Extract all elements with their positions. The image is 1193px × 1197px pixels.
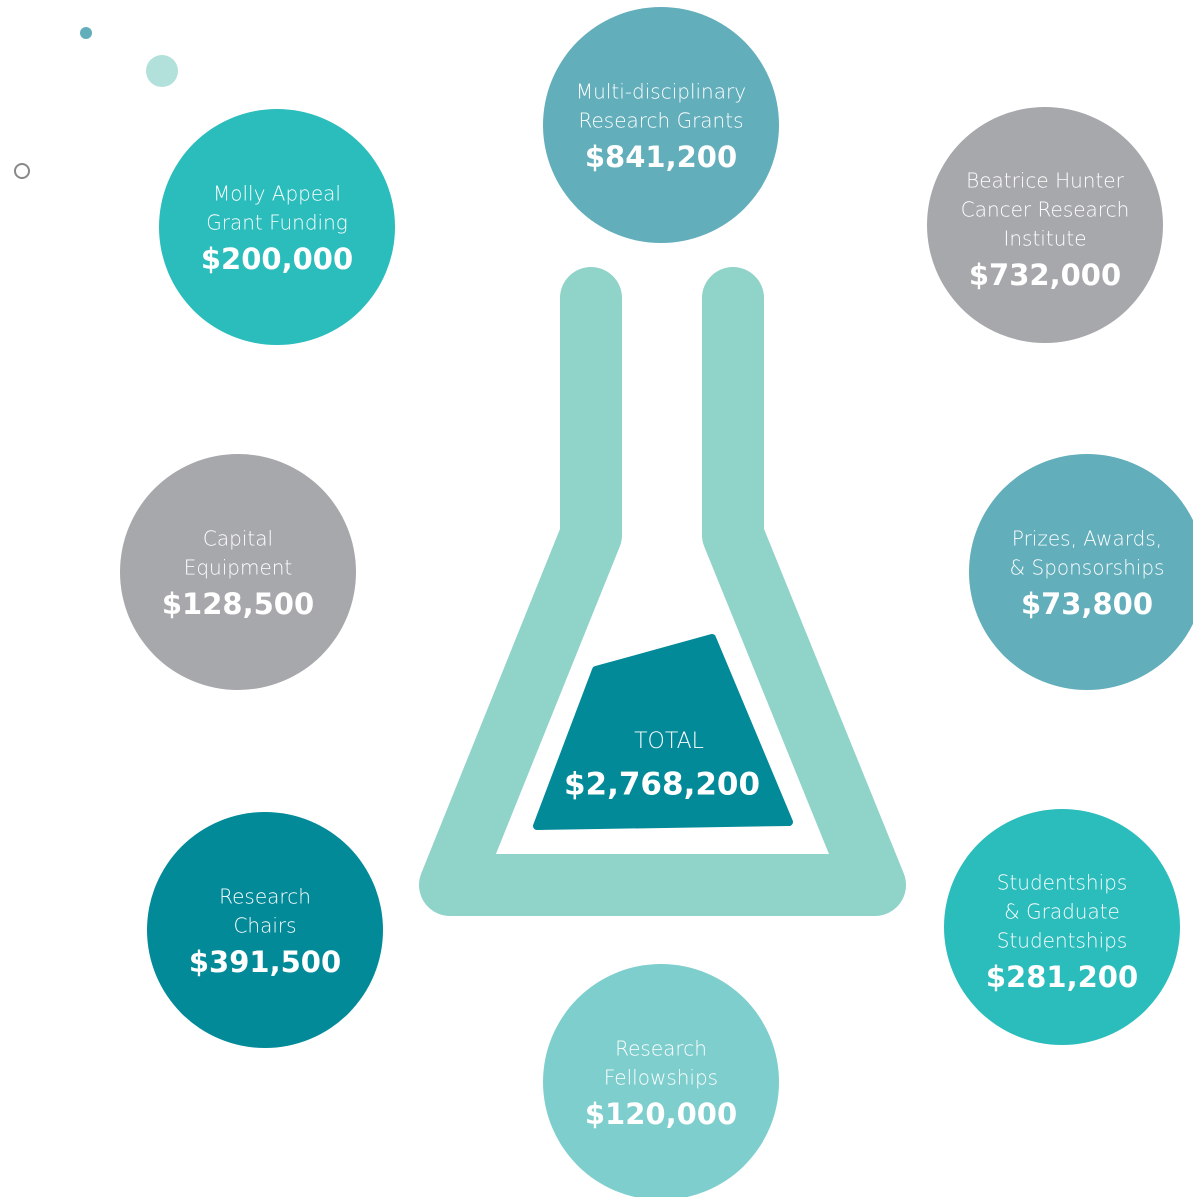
node-amount: $73,800 <box>1021 587 1153 621</box>
node-label: Molly Appeal <box>213 182 341 206</box>
infographic: TOTAL $2,768,200 Multi-disciplinary Resea… <box>0 0 1193 1197</box>
node-label: Studentships <box>997 871 1128 895</box>
node-label: Research <box>615 1037 707 1061</box>
node-label: Institute <box>1003 227 1086 251</box>
node-label: Multi-disciplinary <box>576 80 746 104</box>
page: {"total": {"label": "TOTAL", "amount": "… <box>0 0 1193 1197</box>
node-amount: $391,500 <box>189 945 341 979</box>
node-label: Chairs <box>233 914 296 938</box>
node-circle <box>927 107 1163 343</box>
node-label: Beatrice Hunter <box>966 169 1124 193</box>
node-label: & Graduate <box>1004 900 1120 924</box>
node-label: Research Grants <box>578 109 743 133</box>
node-amount: $128,500 <box>162 587 314 621</box>
decor-dot <box>146 55 178 87</box>
node-label: Cancer Research <box>961 198 1130 222</box>
node-label: Capital <box>203 527 273 551</box>
total-label: TOTAL <box>634 729 704 754</box>
node-label: & Sponsorships <box>1010 556 1165 580</box>
node-amount: $200,000 <box>201 242 353 276</box>
node-amount: $281,200 <box>986 960 1138 994</box>
decor-ring <box>15 164 29 178</box>
total-amount: $2,768,200 <box>564 767 760 803</box>
node-amount: $841,200 <box>585 140 737 174</box>
node-label: Prizes, Awards, <box>1012 527 1162 551</box>
node-circle <box>944 809 1180 1045</box>
node-label: Grant Funding <box>206 211 348 235</box>
decor-dot <box>80 27 92 39</box>
node-amount: $732,000 <box>969 258 1121 292</box>
node-label: Fellowships <box>604 1066 718 1090</box>
node-label: Studentships <box>997 929 1128 953</box>
node-label: Research <box>219 885 311 909</box>
node-amount: $120,000 <box>585 1097 737 1131</box>
node-label: Equipment <box>184 556 293 580</box>
